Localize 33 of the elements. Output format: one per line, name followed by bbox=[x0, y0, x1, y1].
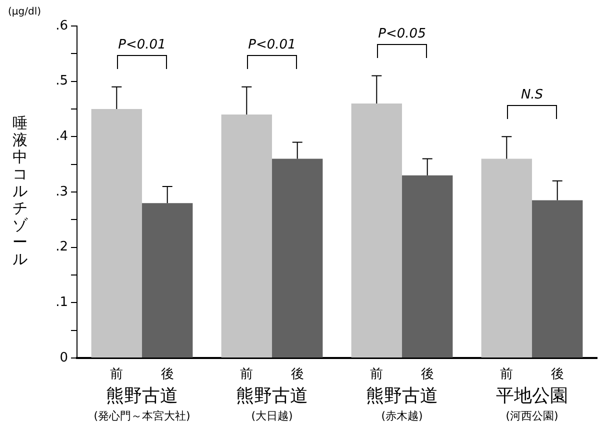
text: 前 bbox=[370, 366, 384, 382]
text: 後 bbox=[290, 366, 304, 382]
text: 唾液中コルチゾール bbox=[12, 114, 28, 268]
annotation: N.S bbox=[520, 88, 544, 103]
bar bbox=[481, 158, 532, 358]
bar bbox=[221, 114, 272, 358]
text: 後 bbox=[550, 366, 564, 382]
y-tick-label: .1 bbox=[56, 295, 68, 310]
annotation: P<0.01 bbox=[118, 38, 166, 53]
text: 前 bbox=[500, 366, 514, 382]
y-tick-label: 0 bbox=[60, 350, 68, 366]
x-tick-label: 平地公園 (河西公園) bbox=[496, 386, 568, 422]
text: 前 bbox=[240, 366, 254, 382]
y-tick-label: .4 bbox=[56, 129, 68, 144]
y-tick-label: .2 bbox=[56, 240, 68, 255]
annotation: P<0.01 bbox=[248, 38, 296, 53]
y-tick-label: .3 bbox=[56, 184, 68, 200]
bar bbox=[91, 109, 142, 358]
bar bbox=[142, 203, 193, 358]
x-tick-label: 熊野古道 (発心門～本宮大社) bbox=[94, 386, 190, 422]
text: (μg/dl) bbox=[8, 6, 42, 18]
series-label: 後 bbox=[160, 366, 174, 382]
text: 後 bbox=[420, 366, 434, 382]
annotation: P<0.05 bbox=[378, 26, 426, 42]
bar bbox=[272, 158, 323, 358]
y-tick-label: .5 bbox=[56, 74, 68, 89]
y-tick-label: .6 bbox=[56, 18, 68, 34]
x-tick-label: 熊野古道 (大日越) bbox=[236, 386, 308, 422]
bar bbox=[351, 103, 402, 358]
x-tick-label: 熊野古道 (赤木越) bbox=[366, 386, 438, 422]
bar bbox=[532, 200, 583, 358]
bar bbox=[402, 175, 453, 358]
series-label: 前 bbox=[110, 366, 124, 382]
